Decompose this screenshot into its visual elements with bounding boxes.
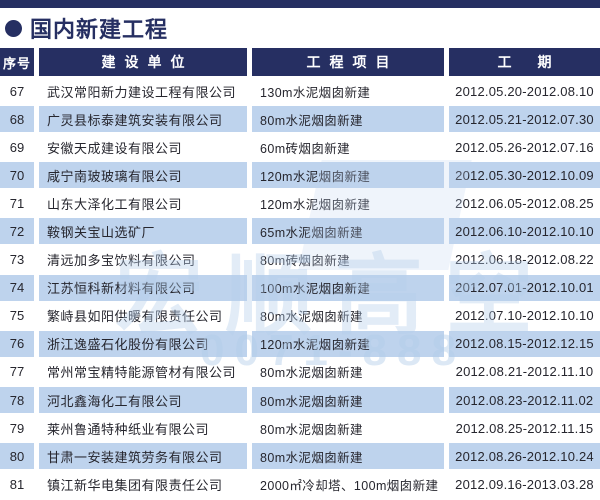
row-no: 69 <box>0 134 34 161</box>
row-company: 咸宁南玻玻璃有限公司 <box>39 162 247 189</box>
row-company: 山东大泽化工有限公司 <box>39 190 247 217</box>
table-row: 74 江苏恒科新材料有限公司 100m水泥烟囱新建 2012.07.01-201… <box>0 274 600 301</box>
row-period: 2012.08.15-2012.12.15 <box>449 330 600 357</box>
row-company: 莱州鲁通特种纸业有限公司 <box>39 415 247 442</box>
row-no: 71 <box>0 190 34 217</box>
table-row: 78 河北鑫海化工有限公司 80m水泥烟囱新建 2012.08.23-2012.… <box>0 387 600 414</box>
row-no: 77 <box>0 358 34 385</box>
row-no: 80 <box>0 443 34 470</box>
row-no: 75 <box>0 302 34 329</box>
row-period: 2012.05.30-2012.10.09 <box>449 162 600 189</box>
row-no: 81 <box>0 471 34 498</box>
row-project: 100m水泥烟囱新建 <box>252 274 444 301</box>
row-project: 120m水泥烟囱新建 <box>252 190 444 217</box>
row-company: 河北鑫海化工有限公司 <box>39 387 247 414</box>
table-row: 71 山东大泽化工有限公司 120m水泥烟囱新建 2012.06.05-2012… <box>0 190 600 217</box>
table-header: 序号 建设单位 工程项目 工期 <box>0 48 600 76</box>
table-row: 72 鞍钢关宝山选矿厂 65m水泥烟囱新建 2012.06.10-2012.10… <box>0 218 600 245</box>
row-company: 甘肃一安装建筑劳务有限公司 <box>39 443 247 470</box>
page-title: 国内新建工程 <box>30 17 169 42</box>
table-row: 81 镇江新华电集团有限责任公司 2000㎡冷却塔、100m烟囱新建 2012.… <box>0 471 600 498</box>
row-period: 2012.05.26-2012.07.16 <box>449 134 600 161</box>
row-project: 2000㎡冷却塔、100m烟囱新建 <box>252 471 444 498</box>
row-period: 2012.08.21-2012.11.10 <box>449 358 600 385</box>
row-period: 2012.05.21-2012.07.30 <box>449 106 600 133</box>
row-period: 2012.05.20-2012.08.10 <box>449 78 600 104</box>
row-period: 2012.07.10-2012.10.10 <box>449 302 600 329</box>
table-row: 77 常州常宝精特能源管材有限公司 80m水泥烟囱新建 2012.08.21-2… <box>0 358 600 385</box>
row-period: 2012.08.26-2012.10.24 <box>449 443 600 470</box>
row-company: 江苏恒科新材料有限公司 <box>39 274 247 301</box>
row-period: 2012.06.18-2012.08.22 <box>449 246 600 273</box>
row-period: 2012.07.01-2012.10.01 <box>449 274 600 301</box>
table-row: 69 安徽天成建设有限公司 60m砖烟囱新建 2012.05.26-2012.0… <box>0 134 600 161</box>
row-project: 80m砖烟囱新建 <box>252 246 444 273</box>
row-project: 80m水泥烟囱新建 <box>252 443 444 470</box>
row-no: 74 <box>0 274 34 301</box>
table-row: 79 莱州鲁通特种纸业有限公司 80m水泥烟囱新建 2012.08.25-201… <box>0 415 600 442</box>
table-row: 67 武汉常阳新力建设工程有限公司 130m水泥烟囱新建 2012.05.20-… <box>0 78 600 104</box>
row-company: 镇江新华电集团有限责任公司 <box>39 471 247 498</box>
row-project: 80m水泥烟囱新建 <box>252 358 444 385</box>
row-project: 80m水泥烟囱新建 <box>252 302 444 329</box>
row-company: 武汉常阳新力建设工程有限公司 <box>39 78 247 104</box>
table-row: 73 清远加多宝饮料有限公司 80m砖烟囱新建 2012.06.18-2012.… <box>0 246 600 273</box>
row-period: 2012.09.16-2013.03.28 <box>449 471 600 498</box>
row-no: 70 <box>0 162 34 189</box>
header-period: 工期 <box>449 48 600 76</box>
row-period: 2012.06.10-2012.10.10 <box>449 218 600 245</box>
row-no: 67 <box>0 78 34 104</box>
row-company: 常州常宝精特能源管材有限公司 <box>39 358 247 385</box>
row-project: 80m水泥烟囱新建 <box>252 106 444 133</box>
row-company: 鞍钢关宝山选矿厂 <box>39 218 247 245</box>
header-company: 建设单位 <box>39 48 247 76</box>
row-project: 80m水泥烟囱新建 <box>252 415 444 442</box>
row-no: 73 <box>0 246 34 273</box>
header-project: 工程项目 <box>252 48 444 76</box>
row-period: 2012.06.05-2012.08.25 <box>449 190 600 217</box>
row-no: 68 <box>0 106 34 133</box>
row-no: 78 <box>0 387 34 414</box>
row-project: 60m砖烟囱新建 <box>252 134 444 161</box>
table-body: 67 武汉常阳新力建设工程有限公司 130m水泥烟囱新建 2012.05.20-… <box>0 78 600 498</box>
table-row: 70 咸宁南玻玻璃有限公司 120m水泥烟囱新建 2012.05.30-2012… <box>0 162 600 189</box>
row-project: 130m水泥烟囱新建 <box>252 78 444 104</box>
table-row: 75 繁峙县如阳供暖有限责任公司 80m水泥烟囱新建 2012.07.10-20… <box>0 302 600 329</box>
row-project: 120m水泥烟囱新建 <box>252 162 444 189</box>
row-no: 72 <box>0 218 34 245</box>
row-no: 79 <box>0 415 34 442</box>
row-project: 65m水泥烟囱新建 <box>252 218 444 245</box>
title-row: 国内新建工程 <box>0 8 600 48</box>
row-company: 清远加多宝饮料有限公司 <box>39 246 247 273</box>
table-row: 68 广灵县标泰建筑安装有限公司 80m水泥烟囱新建 2012.05.21-20… <box>0 106 600 133</box>
row-company: 繁峙县如阳供暖有限责任公司 <box>39 302 247 329</box>
row-project: 120m水泥烟囱新建 <box>252 330 444 357</box>
row-period: 2012.08.23-2012.11.02 <box>449 387 600 414</box>
row-project: 80m水泥烟囱新建 <box>252 387 444 414</box>
row-period: 2012.08.25-2012.11.15 <box>449 415 600 442</box>
row-company: 浙江逸盛石化股份有限公司 <box>39 330 247 357</box>
row-company: 安徽天成建设有限公司 <box>39 134 247 161</box>
bullet-icon <box>5 19 22 37</box>
row-company: 广灵县标泰建筑安装有限公司 <box>39 106 247 133</box>
header-no: 序号 <box>0 48 34 76</box>
row-no: 76 <box>0 330 34 357</box>
table-row: 80 甘肃一安装建筑劳务有限公司 80m水泥烟囱新建 2012.08.26-20… <box>0 443 600 470</box>
top-accent-bar <box>0 0 600 8</box>
table-row: 76 浙江逸盛石化股份有限公司 120m水泥烟囱新建 2012.08.15-20… <box>0 330 600 357</box>
